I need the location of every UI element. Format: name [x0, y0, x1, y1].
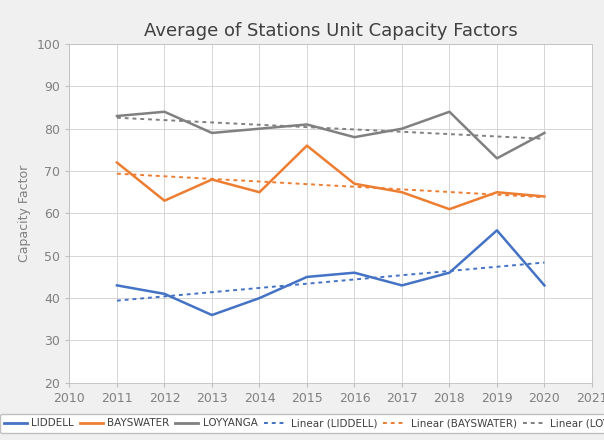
Legend: LIDDELL, BAYSWATER, LOYYANGA, Linear (LIDDELL), Linear (BAYSWATER), Linear (LOYY: LIDDELL, BAYSWATER, LOYYANGA, Linear (LI… [0, 414, 604, 433]
Title: Average of Stations Unit Capacity Factors: Average of Stations Unit Capacity Factor… [144, 22, 518, 40]
Y-axis label: Capacity Factor: Capacity Factor [18, 165, 31, 262]
